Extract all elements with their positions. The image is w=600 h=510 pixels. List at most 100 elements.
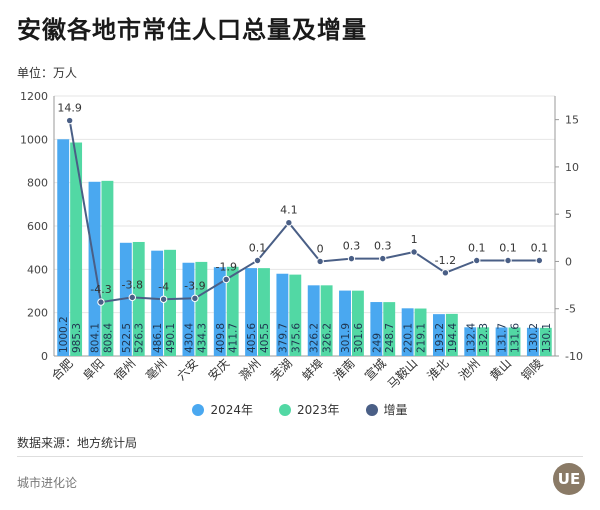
x-tick-label: 合肥 <box>48 356 76 384</box>
increase-point <box>191 294 199 303</box>
bar-2024-value-label: 301.9 <box>340 323 352 353</box>
unit-label: 单位：万人 <box>17 66 78 80</box>
bar-2023 <box>414 308 427 356</box>
x-tick-label: 亳州 <box>142 356 170 384</box>
bar-2023 <box>539 327 552 356</box>
bar-2024-value-label: 486.1 <box>152 323 164 353</box>
bar-2023 <box>351 290 364 356</box>
bar-2023-value-label: 405.5 <box>259 323 271 353</box>
y-right-tick-label: 5 <box>565 208 572 221</box>
x-tick-label: 安庆 <box>205 356 233 384</box>
legend-label-2024: 2024年 <box>210 403 253 417</box>
increase-point <box>316 257 324 266</box>
bar-2023-value-label: 131.6 <box>509 323 521 353</box>
increase-series-line <box>68 120 540 304</box>
legend-item-2023[interactable]: 2023年 <box>278 401 340 418</box>
y-left-tick-label: 600 <box>27 220 48 233</box>
bar-2024-value-label: 130.2 <box>528 323 540 353</box>
y-right-tick-label: -10 <box>565 350 583 363</box>
bar-2023 <box>289 274 302 356</box>
brand-logo-icon: UE <box>553 463 585 495</box>
bar-2023 <box>101 180 114 356</box>
increase-value-label: 0 <box>317 242 324 255</box>
legend-swatch-2023 <box>278 403 291 416</box>
increase-value-label: 0.1 <box>468 242 486 255</box>
bar-2024 <box>57 139 70 356</box>
bar-2023-value-label: 490.1 <box>165 323 177 353</box>
y-right-tick-label: 10 <box>565 161 579 174</box>
bar-2023 <box>477 327 490 356</box>
increase-value-label: -1.2 <box>435 254 456 267</box>
increase-value-label: 0.3 <box>374 240 392 253</box>
increase-value-label: 1 <box>411 233 418 246</box>
bar-2024-value-label: 409.8 <box>215 323 227 353</box>
legend-item-2024[interactable]: 2024年 <box>192 401 253 418</box>
bar-2023 <box>508 327 521 356</box>
bar-2023-value-label: 526.3 <box>134 323 146 353</box>
legend-item-increase[interactable]: 增量 <box>365 401 408 418</box>
bar-2023-value-label: 194.4 <box>447 323 459 353</box>
x-tick-label: 淮南 <box>330 356 358 384</box>
increase-value-label: 0.1 <box>499 242 517 255</box>
bar-2023 <box>226 266 239 356</box>
bar-2024-value-label: 220.1 <box>403 323 415 353</box>
bar-2023 <box>164 249 176 356</box>
y-left-tick-label: 1200 <box>20 90 48 103</box>
y-left-tick-label: 200 <box>27 307 48 320</box>
bar-2023 <box>195 261 208 356</box>
increase-point <box>222 275 230 284</box>
bar-2023 <box>320 285 333 356</box>
bar-2024 <box>495 327 508 356</box>
increase-value-label: 14.9 <box>57 102 82 115</box>
increase-point <box>253 256 262 265</box>
bar-2024-value-label: 379.7 <box>277 323 289 353</box>
bar-2024 <box>339 290 351 356</box>
bar-2024 <box>307 285 320 356</box>
legend-label-2023: 2023年 <box>296 403 340 417</box>
bar-2023-value-label: 985.3 <box>71 323 83 353</box>
increase-point <box>159 295 168 303</box>
bar-2024 <box>182 262 195 356</box>
x-tick-label: 马鞍山 <box>384 356 420 392</box>
bar-2024-value-label: 405.6 <box>246 323 258 353</box>
bar-2024-value-label: 249 <box>371 333 383 353</box>
increase-point <box>97 298 105 306</box>
footer-divider <box>17 456 583 457</box>
y-left-tick-label: 1000 <box>20 133 48 146</box>
x-tick-label: 蚌埠 <box>299 356 326 383</box>
bar-2024-value-label: 522.5 <box>121 323 133 353</box>
bar-2024 <box>213 267 226 356</box>
increase-value-label: -3.9 <box>184 279 205 292</box>
bar-2023-value-label: 301.6 <box>353 323 365 353</box>
x-tick-label: 池州 <box>456 356 483 383</box>
bar-2024 <box>119 242 132 356</box>
bar-2023 <box>258 268 270 356</box>
bar-2024 <box>370 302 383 356</box>
x-tick-label: 六安 <box>173 356 201 384</box>
increase-value-label: 0.3 <box>343 240 361 253</box>
bar-2023-value-label: 248.7 <box>384 323 396 353</box>
y-left-tick-label: 0 <box>41 350 48 363</box>
chart-legend: 2024年 2023年 增量 <box>0 401 600 418</box>
y-right-tick-label: 0 <box>565 255 572 268</box>
bar-2024-value-label: 132.4 <box>465 323 477 353</box>
x-tick-label: 黄山 <box>487 356 514 383</box>
increase-value-label: 0.1 <box>249 242 267 255</box>
data-source: 数据来源：地方统计局 <box>17 436 138 450</box>
bar-2024 <box>433 314 445 356</box>
bar-2024-value-label: 193.2 <box>434 323 446 353</box>
increase-value-label: -4 <box>158 280 169 293</box>
legend-swatch-increase <box>365 403 378 416</box>
increase-point <box>441 269 450 277</box>
increase-point <box>128 293 136 302</box>
bar-2024 <box>151 250 164 356</box>
bar-2024-value-label: 1000.2 <box>58 316 70 353</box>
bar-2024 <box>526 327 539 356</box>
bar-2023 <box>445 313 458 356</box>
bar-2023-value-label: 130.1 <box>541 323 553 353</box>
bar-2024 <box>464 327 477 356</box>
x-tick-label: 阜阳 <box>80 356 107 383</box>
bar-2023-value-label: 434.3 <box>196 323 208 353</box>
legend-swatch-2024 <box>192 403 205 416</box>
